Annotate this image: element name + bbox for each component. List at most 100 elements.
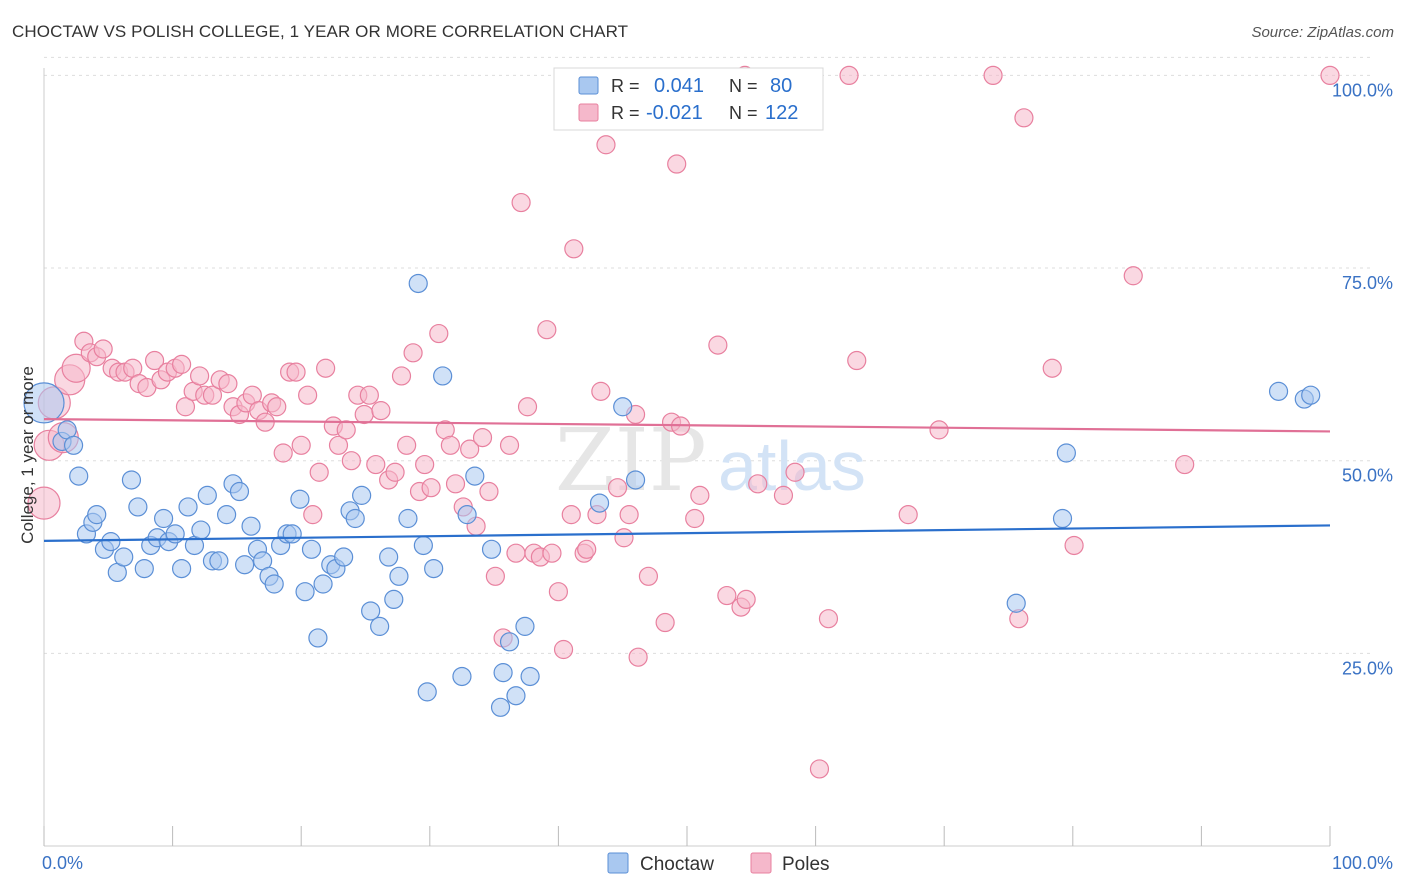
choctaw-point — [389, 566, 409, 586]
poles-point — [591, 381, 611, 401]
poles-point — [708, 335, 728, 355]
choctaw-point — [197, 485, 217, 505]
choctaw-point — [87, 505, 107, 525]
poles-point — [202, 385, 223, 405]
choctaw-point — [1056, 443, 1076, 463]
poles-point — [415, 454, 435, 475]
y-tick-label: 75.0% — [1342, 273, 1393, 293]
poles-r-label: R = — [611, 103, 640, 123]
choctaw-point — [452, 666, 472, 687]
choctaw-point — [506, 686, 526, 706]
choctaw-point — [490, 697, 511, 717]
poles-point — [391, 366, 412, 386]
poles-point — [607, 478, 628, 498]
legend-choctaw-label: Choctaw — [640, 854, 714, 875]
x-tick-label: 100.0% — [1332, 853, 1393, 873]
poles-n-value: 122 — [765, 102, 798, 124]
poles-point — [506, 543, 526, 563]
poles-point — [175, 397, 196, 417]
choctaw-n-value: 80 — [770, 75, 792, 97]
poles-n-label: N = — [729, 103, 758, 123]
poles-point — [460, 439, 480, 459]
choctaw-point — [282, 524, 302, 544]
poles-point — [628, 647, 648, 667]
choctaw-point — [178, 497, 198, 517]
poles-point — [929, 420, 949, 440]
poles-swatch — [578, 103, 599, 122]
choctaw-point — [1006, 593, 1026, 613]
poles-point — [190, 366, 210, 386]
poles-point — [27, 486, 61, 520]
poles-point — [898, 505, 918, 525]
poles-point — [748, 474, 768, 494]
choctaw-trend-line — [43, 524, 1331, 542]
series-poles — [27, 65, 1340, 779]
choctaw-point — [398, 508, 418, 529]
poles-point — [273, 443, 293, 463]
poles-point — [359, 385, 379, 405]
choctaw-point — [413, 535, 433, 556]
choctaw-point — [101, 532, 121, 552]
grid-lines: 25.0% 50.0% 75.0% 100.0% — [44, 56, 1393, 678]
y-tick-label: 25.0% — [1342, 658, 1393, 678]
choctaw-point — [295, 582, 315, 602]
choctaw-n-label: N = — [729, 76, 758, 96]
series-choctaw — [23, 273, 1321, 717]
x-tick-label: 0.0% — [42, 853, 83, 873]
choctaw-point — [345, 508, 365, 529]
poles-trend-line — [43, 417, 1331, 433]
choctaw-point — [1052, 508, 1073, 529]
choctaw-point — [408, 273, 428, 294]
choctaw-point — [625, 470, 646, 490]
choctaw-point — [361, 601, 381, 621]
poles-point — [397, 435, 417, 455]
poles-point — [717, 585, 737, 606]
poles-point — [548, 582, 569, 602]
choctaw-point — [465, 466, 485, 486]
poles-point — [354, 404, 374, 425]
poles-point — [403, 343, 423, 363]
poles-point — [172, 354, 192, 374]
choctaw-point — [481, 539, 502, 559]
poles-point — [596, 135, 616, 155]
poles-point — [809, 759, 830, 779]
choctaw-point — [217, 505, 237, 525]
choctaw-point — [352, 485, 372, 505]
poles-point — [1014, 108, 1034, 128]
poles-point — [429, 323, 449, 344]
choctaw-point — [313, 574, 333, 594]
poles-point — [144, 350, 165, 371]
poles-point — [638, 566, 659, 586]
trend-lines — [43, 417, 1331, 542]
poles-point — [479, 481, 499, 502]
poles-point — [537, 320, 557, 340]
choctaw-point — [1268, 381, 1289, 401]
poles-point — [366, 454, 386, 475]
poles-point — [421, 478, 441, 498]
legend-poles-swatch — [750, 852, 772, 874]
poles-point — [690, 485, 710, 505]
poles-point — [218, 374, 238, 394]
choctaw-point — [241, 516, 261, 536]
choctaw-point — [384, 589, 404, 610]
poles-point — [736, 589, 756, 610]
y-axis-label: College, 1 year or more — [18, 366, 37, 544]
choctaw-point — [515, 616, 535, 636]
y-tick-label: 50.0% — [1342, 466, 1393, 486]
poles-point — [371, 401, 391, 421]
choctaw-point — [379, 547, 399, 567]
choctaw-swatch — [578, 76, 599, 95]
poles-point — [564, 239, 584, 259]
choctaw-point — [69, 466, 89, 486]
stats-legend: R = 0.041 N = 80 R = -0.021 N = 122 — [553, 67, 824, 131]
poles-point — [1175, 454, 1195, 475]
choctaw-point — [114, 547, 134, 567]
poles-point — [341, 451, 361, 471]
choctaw-point — [334, 547, 354, 567]
series-legend: Choctaw Poles — [607, 852, 830, 875]
choctaw-point — [417, 682, 437, 702]
poles-point — [577, 539, 597, 559]
choctaw-point — [23, 382, 65, 424]
choctaw-point — [209, 551, 229, 571]
poles-point — [1042, 358, 1062, 378]
